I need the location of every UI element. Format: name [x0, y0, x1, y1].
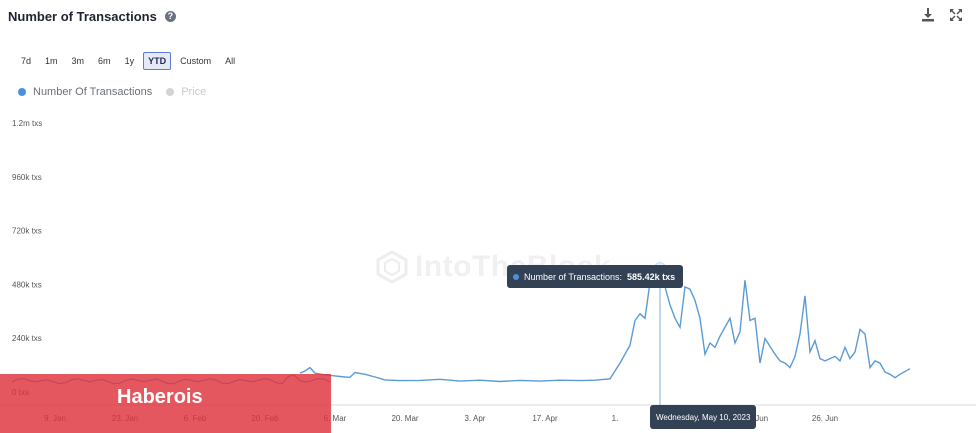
- x-tick-label: 3. Apr: [465, 414, 486, 423]
- legend-item-transactions[interactable]: Number Of Transactions: [18, 86, 152, 98]
- x-tick-label: 26. Jun: [812, 414, 838, 423]
- red-overlay-banner: [0, 374, 331, 433]
- tooltip-series-label: Number of Transactions:: [524, 271, 623, 282]
- range-3m-button[interactable]: 3m: [66, 52, 90, 70]
- tooltip-dot: [513, 273, 519, 280]
- range-all-button[interactable]: All: [220, 52, 241, 70]
- range-custom-button[interactable]: Custom: [175, 52, 217, 70]
- range-6m-button[interactable]: 6m: [93, 52, 116, 70]
- range-ytd-button[interactable]: YTD: [143, 52, 172, 70]
- x-tick-label: 17. Apr: [532, 414, 558, 423]
- chart-legend: Number Of Transactions Price: [18, 86, 206, 98]
- series-line-transactions[interactable]: [299, 266, 911, 383]
- legend-dot-transactions: [18, 88, 26, 96]
- y-tick-label: 1.2m txs: [12, 119, 42, 128]
- y-tick-label: 720k txs: [12, 227, 42, 236]
- chart-title: Number of Transactions: [8, 8, 157, 24]
- fullscreen-icon[interactable]: [948, 7, 964, 23]
- y-tick-label: 960k txs: [12, 173, 42, 182]
- x-tick-label: 6. Mar: [324, 414, 347, 423]
- watermark-logo-icon: [376, 250, 408, 284]
- range-selector: 7d 1m 3m 6m 1y YTD Custom All: [16, 52, 241, 70]
- legend-item-price[interactable]: Price: [166, 86, 206, 98]
- y-tick-label: 480k txs: [12, 280, 42, 289]
- chart-tooltip: Number of Transactions: 585.42k txs: [507, 265, 684, 288]
- y-tick-label: 240k txs: [12, 334, 42, 343]
- chart-tools: [920, 7, 964, 23]
- tooltip-value: 585.42k txs: [627, 271, 676, 282]
- x-tick-label: 20. Mar: [391, 414, 418, 423]
- chart-header: Number of Transactions ?: [8, 6, 176, 26]
- legend-dot-price: [166, 88, 175, 96]
- range-1m-button[interactable]: 1m: [40, 52, 63, 70]
- range-7d-button[interactable]: 7d: [16, 52, 37, 70]
- x-cursor-date-badge: Wednesday, May 10, 2023: [650, 405, 757, 429]
- x-tick-label: 1.: [612, 414, 619, 423]
- legend-label-price: Price: [181, 86, 207, 98]
- overlay-logo-text: Haberois: [117, 386, 203, 408]
- help-icon[interactable]: ?: [164, 10, 176, 22]
- download-icon[interactable]: [920, 7, 936, 23]
- legend-label-transactions: Number Of Transactions: [33, 86, 153, 98]
- range-1y-button[interactable]: 1y: [119, 52, 140, 70]
